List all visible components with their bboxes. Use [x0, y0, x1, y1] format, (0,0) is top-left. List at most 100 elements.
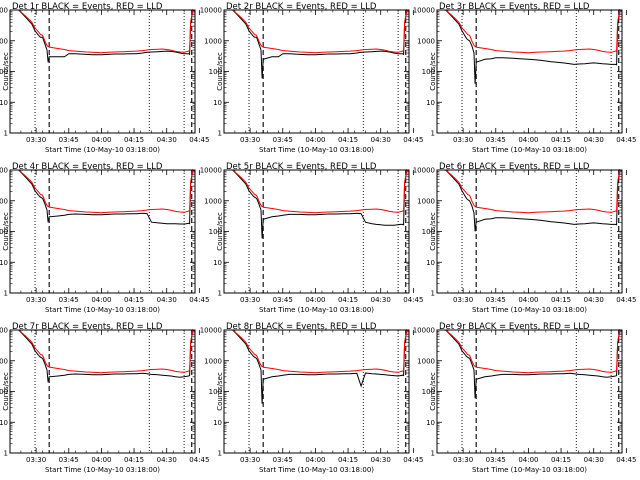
x-tick-label: 03:45: [273, 296, 293, 304]
x-tick-label: 03:30: [26, 296, 46, 304]
panel-title: Det 1r BLACK = Events, RED = LLD: [12, 2, 163, 12]
y-tick-label: 10000: [200, 7, 222, 15]
y-axis-label: Counts/sec: [216, 372, 224, 411]
x-tick-label: 04:30: [584, 296, 604, 304]
plot-frame: [223, 9, 410, 134]
x-tick-label: 04:00: [91, 296, 111, 304]
x-tick-label: 04:15: [124, 456, 144, 464]
detector-panel: Det 8r BLACK = Events, RED = LLD Counts/s…: [200, 322, 424, 474]
y-tick-label: 1: [4, 450, 8, 458]
plot-frame: [436, 169, 623, 294]
x-tick-label: 04:30: [157, 456, 177, 464]
y-tick-label: 1000: [417, 37, 435, 45]
plot-frame: [223, 329, 410, 454]
y-tick-label: 100: [0, 228, 8, 236]
red-lld-series-line: [10, 169, 196, 214]
red-lld-series-line: [10, 329, 196, 374]
detector-panel: Det 3r BLACK = Events, RED = LLD Counts/s…: [413, 2, 637, 154]
y-axis-label: Counts/sec: [2, 52, 10, 91]
y-tick-label: 1000: [0, 197, 8, 205]
y-tick-label: 100: [209, 68, 222, 76]
x-axis-label: Start Time (10-May-10 03:18:00): [472, 466, 587, 474]
y-tick-label: 100: [209, 388, 222, 396]
x-tick-label: 04:30: [371, 456, 391, 464]
black-events-series-line: [10, 169, 196, 225]
y-tick-label: 10: [213, 99, 222, 107]
y-tick-label: 1: [218, 130, 222, 138]
x-tick-label: 04:45: [616, 136, 636, 144]
x-tick-label: 04:30: [157, 296, 177, 304]
red-lld-series-line: [224, 329, 410, 374]
x-tick-label: 04:00: [305, 296, 325, 304]
y-tick-label: 10: [426, 259, 435, 267]
x-tick-label: 04:30: [371, 136, 391, 144]
panel-title: Det 8r BLACK = Events, RED = LLD: [226, 322, 377, 332]
x-tick-label: 03:45: [59, 296, 79, 304]
panel-title: Det 6r BLACK = Events, RED = LLD: [439, 162, 590, 172]
x-tick-label: 03:30: [240, 296, 260, 304]
detector-panel: Det 9r BLACK = Events, RED = LLD Counts/s…: [413, 322, 637, 474]
plot-frame: [436, 9, 623, 134]
x-tick-label: 03:45: [486, 136, 506, 144]
x-tick-label: 04:45: [403, 456, 423, 464]
y-tick-label: 10: [0, 259, 8, 267]
x-tick-label: 04:30: [157, 136, 177, 144]
red-lld-series-line: [224, 169, 410, 214]
y-axis-label: Counts/sec: [216, 212, 224, 251]
y-tick-label: 100: [422, 228, 435, 236]
y-tick-label: 1000: [204, 357, 222, 365]
panel-title: Det 9r BLACK = Events, RED = LLD: [439, 322, 590, 332]
x-tick-label: 03:30: [240, 136, 260, 144]
y-tick-label: 1: [218, 290, 222, 298]
y-tick-label: 1: [431, 130, 435, 138]
y-tick-label: 10000: [413, 167, 435, 175]
y-tick-label: 10000: [0, 327, 8, 335]
y-tick-label: 1: [431, 290, 435, 298]
plot-frame: [223, 169, 410, 294]
x-tick-label: 04:15: [124, 296, 144, 304]
y-axis-label: Counts/sec: [2, 212, 10, 251]
y-tick-label: 10: [213, 259, 222, 267]
y-tick-label: 100: [422, 388, 435, 396]
x-tick-label: 04:15: [338, 456, 358, 464]
detector-panel: Det 4r BLACK = Events, RED = LLD Counts/s…: [0, 162, 209, 314]
y-tick-label: 100: [209, 228, 222, 236]
black-events-series-line: [224, 9, 410, 79]
panel-title: Det 7r BLACK = Events, RED = LLD: [12, 322, 163, 332]
x-tick-label: 04:45: [616, 456, 636, 464]
black-events-series-line: [437, 169, 623, 232]
y-tick-label: 10000: [413, 327, 435, 335]
y-tick-label: 1000: [204, 197, 222, 205]
panel-title: Det 3r BLACK = Events, RED = LLD: [439, 2, 590, 12]
red-lld-series-line: [224, 9, 410, 54]
black-events-series-line: [224, 169, 410, 239]
x-axis-label: Start Time (10-May-10 03:18:00): [45, 146, 160, 154]
x-axis-label: Start Time (10-May-10 03:18:00): [472, 306, 587, 314]
black-events-series-line: [10, 329, 196, 383]
x-tick-label: 04:00: [91, 456, 111, 464]
y-tick-label: 10000: [200, 327, 222, 335]
x-axis-label: Start Time (10-May-10 03:18:00): [259, 306, 374, 314]
x-tick-label: 04:45: [189, 136, 209, 144]
x-tick-label: 03:45: [59, 456, 79, 464]
x-tick-label: 04:30: [371, 296, 391, 304]
x-tick-label: 03:30: [453, 136, 473, 144]
y-tick-label: 10000: [0, 167, 8, 175]
x-tick-label: 04:45: [616, 296, 636, 304]
y-tick-label: 1000: [0, 37, 8, 45]
x-tick-label: 04:15: [551, 456, 571, 464]
y-tick-label: 10: [0, 99, 8, 107]
y-tick-label: 1: [218, 450, 222, 458]
red-lld-series-line: [437, 169, 623, 214]
plot-frame: [9, 9, 196, 134]
detector-panel: Det 5r BLACK = Events, RED = LLD Counts/s…: [200, 162, 424, 314]
detector-panel: Det 2r BLACK = Events, RED = LLD Counts/s…: [200, 2, 424, 154]
red-lld-series-line: [437, 329, 623, 374]
x-tick-label: 04:00: [305, 456, 325, 464]
x-axis-label: Start Time (10-May-10 03:18:00): [45, 466, 160, 474]
x-tick-label: 04:15: [551, 136, 571, 144]
x-tick-label: 03:45: [273, 136, 293, 144]
y-axis-label: Counts/sec: [2, 372, 10, 411]
black-events-series-line: [437, 9, 623, 84]
